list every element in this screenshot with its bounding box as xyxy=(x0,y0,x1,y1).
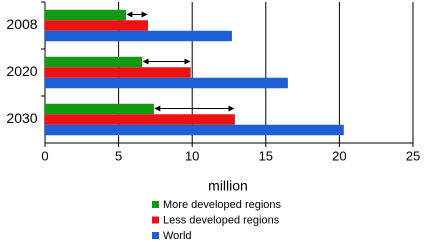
legend-swatch xyxy=(152,216,159,224)
legend-label: Less developed regions xyxy=(163,214,280,226)
bar xyxy=(45,9,126,21)
legend-label: World xyxy=(163,230,192,242)
y-tick-label: 2008 xyxy=(6,16,37,32)
bar xyxy=(45,30,232,42)
x-tick-label: 5 xyxy=(115,148,122,163)
x-tick-label: 0 xyxy=(41,148,48,163)
y-tick-label: 2030 xyxy=(6,110,37,126)
x-tick-label: 15 xyxy=(259,148,273,163)
bar xyxy=(45,124,344,136)
bar xyxy=(45,20,149,31)
bar xyxy=(45,103,154,115)
bar xyxy=(45,77,288,89)
legend-swatch xyxy=(152,201,159,208)
x-axis-label: million xyxy=(208,178,248,194)
bar xyxy=(45,67,191,78)
x-tick-label: 10 xyxy=(185,148,199,163)
x-tick-label: 25 xyxy=(406,148,420,163)
x-tick-label: 20 xyxy=(332,148,346,163)
bar xyxy=(45,56,143,68)
legend-label: More developed regions xyxy=(163,199,282,211)
y-tick-label: 2020 xyxy=(6,63,37,79)
bar xyxy=(45,114,235,125)
legend-swatch xyxy=(152,232,159,239)
